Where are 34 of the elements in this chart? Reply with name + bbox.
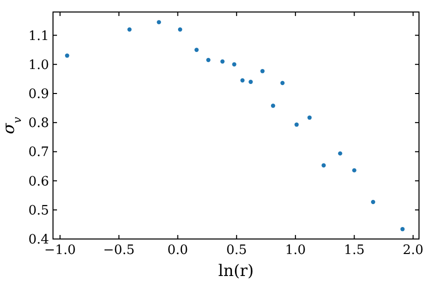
point: [194, 48, 199, 52]
y-tick-label: 0.9: [28, 87, 49, 102]
x-tick-label: 1.0: [285, 243, 306, 258]
y-tick-label: 1.1: [28, 28, 49, 44]
point: [248, 80, 253, 84]
x-axis-title: ln(r): [218, 261, 254, 280]
point: [307, 116, 312, 120]
y-tick-label: 0.7: [28, 145, 49, 160]
point: [370, 200, 376, 204]
point: [220, 59, 225, 64]
y-tick-label: 0.6: [28, 174, 49, 190]
point: [206, 58, 210, 62]
point: [280, 80, 285, 86]
point: [127, 27, 132, 32]
x-tick-label: 0.0: [167, 243, 188, 258]
point: [352, 168, 356, 172]
x-tick-label: 2.0: [402, 243, 424, 258]
x-tick-label: −0.5: [103, 243, 135, 258]
x-tick-label: 1.5: [344, 243, 365, 258]
point: [338, 151, 342, 156]
point: [232, 62, 236, 66]
y-tick-label: 0.5: [28, 203, 49, 218]
point: [270, 104, 276, 108]
y-tick-label: 0.8: [28, 116, 49, 132]
point: [156, 20, 162, 24]
point: [178, 27, 182, 32]
x-tick-label: 0.5: [226, 243, 247, 258]
point: [400, 227, 405, 232]
point: [322, 163, 326, 168]
y-tick-label: 1.0: [28, 58, 49, 73]
point: [240, 78, 245, 82]
point: [260, 68, 265, 74]
point: [65, 54, 70, 58]
point: [294, 122, 299, 127]
